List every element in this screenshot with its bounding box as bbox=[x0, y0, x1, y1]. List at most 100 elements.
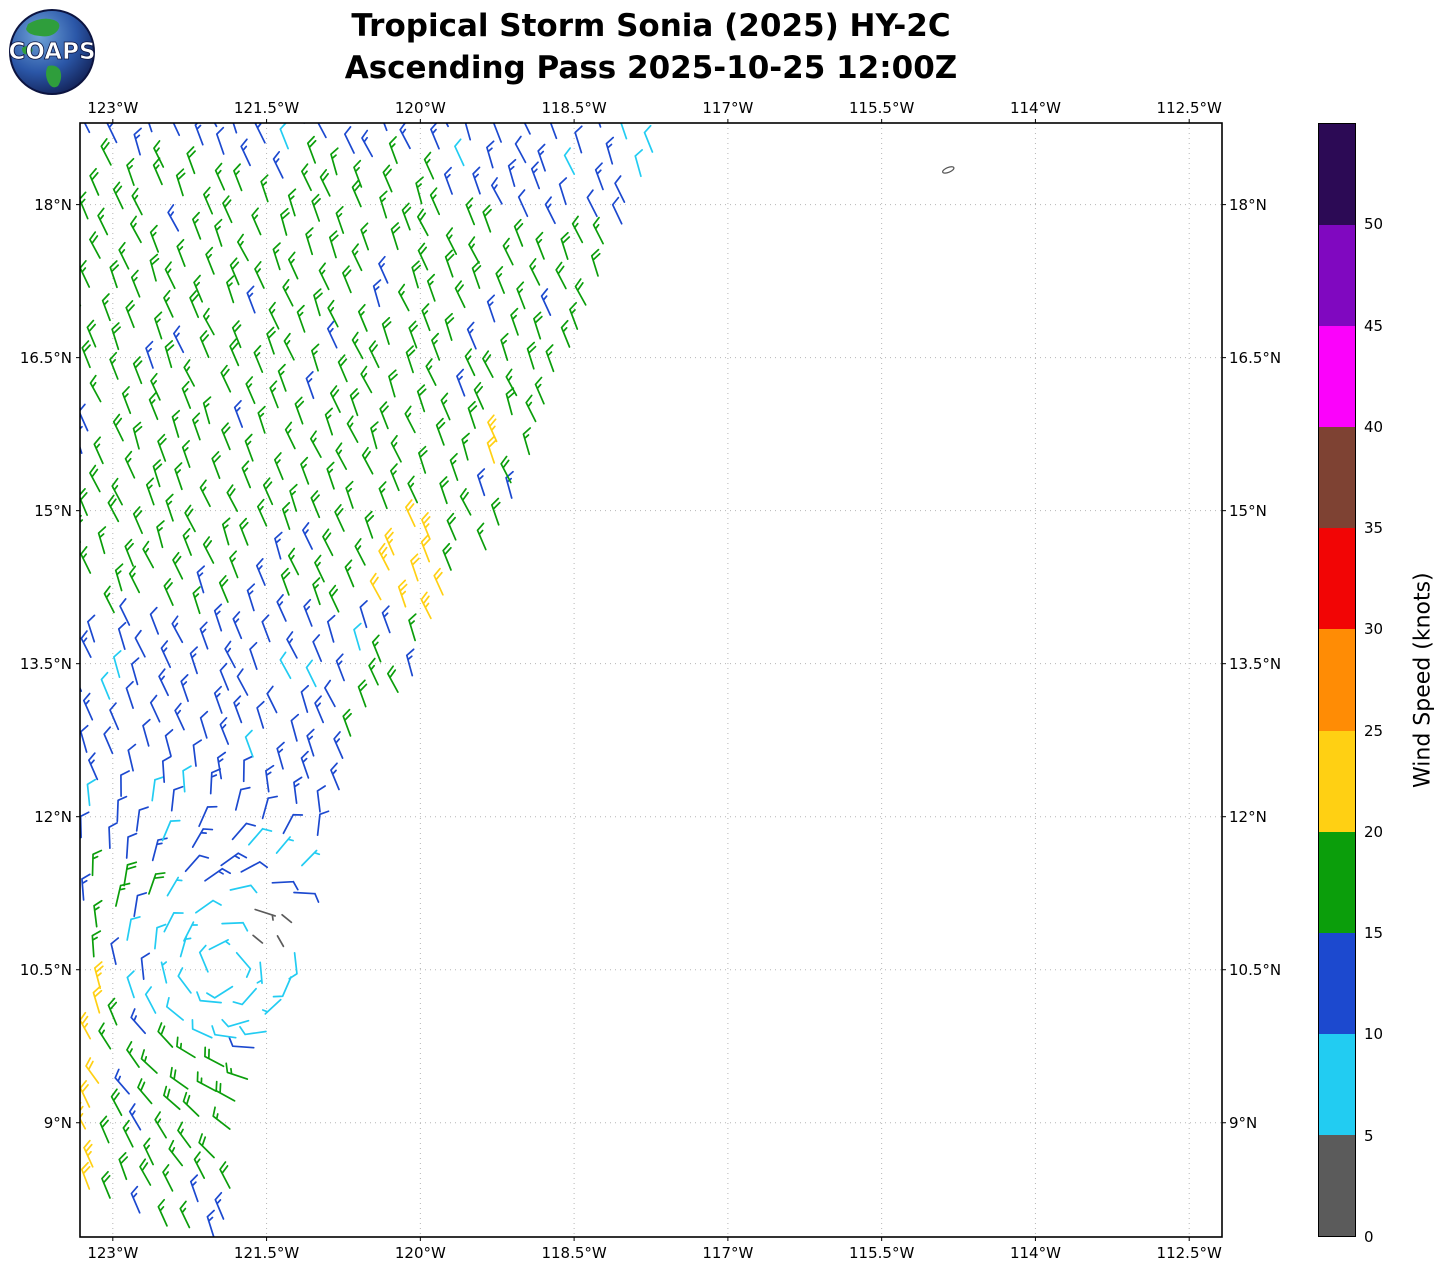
wind-barb bbox=[311, 343, 320, 372]
wind-barb bbox=[529, 258, 541, 286]
wind-barb bbox=[152, 459, 163, 488]
wind-barb bbox=[80, 1011, 92, 1040]
wind-barb bbox=[156, 520, 165, 549]
wind-barb bbox=[275, 836, 294, 854]
y-tick-label-right: 9°N bbox=[1229, 1113, 1258, 1132]
wind-barb bbox=[157, 433, 167, 462]
wind-barb bbox=[287, 188, 297, 217]
wind-barb bbox=[296, 304, 306, 333]
wind-barb bbox=[466, 321, 477, 350]
wind-barb bbox=[368, 340, 380, 369]
wind-barb bbox=[254, 908, 277, 921]
y-tick-label-left: 18°N bbox=[34, 195, 72, 214]
wind-barb bbox=[378, 481, 388, 510]
wind-barb bbox=[370, 421, 379, 450]
wind-barb bbox=[310, 490, 321, 519]
wind-barb bbox=[211, 1025, 237, 1039]
wind-barb bbox=[116, 795, 128, 823]
wind-barb bbox=[253, 345, 264, 373]
y-tick-label-left: 13.5°N bbox=[19, 654, 72, 673]
wind-barb bbox=[379, 401, 389, 430]
wind-barb bbox=[351, 331, 364, 360]
wind-barb bbox=[183, 921, 199, 942]
wind-barb bbox=[456, 368, 466, 397]
wind-barb bbox=[98, 1022, 112, 1050]
wind-barb bbox=[106, 123, 118, 144]
wind-barb bbox=[330, 147, 339, 176]
wind-barb bbox=[463, 123, 473, 141]
wind-barb bbox=[111, 322, 121, 351]
wind-barb bbox=[203, 186, 214, 215]
wind-barb bbox=[240, 861, 269, 873]
wind-barb bbox=[80, 811, 90, 839]
wind-barb bbox=[126, 1041, 140, 1068]
colorbar-segment bbox=[1319, 932, 1355, 1034]
wind-barb bbox=[314, 695, 325, 724]
wind-barb bbox=[454, 138, 465, 167]
y-tick-label-right: 16.5°N bbox=[1229, 348, 1282, 367]
wind-barb bbox=[125, 680, 134, 709]
wind-barb bbox=[140, 1049, 158, 1074]
wind-barb bbox=[214, 162, 226, 191]
wind-barb bbox=[209, 768, 222, 795]
wind-barb bbox=[142, 540, 155, 569]
wind-barb bbox=[81, 340, 91, 369]
wind-barb bbox=[69, 744, 84, 770]
wind-barb bbox=[199, 479, 211, 508]
wind-barb bbox=[279, 123, 289, 150]
wind-barb bbox=[149, 606, 160, 635]
x-tick-label-top: 114°W bbox=[1009, 99, 1061, 117]
wind-barb bbox=[360, 365, 373, 394]
wind-barb bbox=[132, 421, 143, 450]
wind-barb bbox=[444, 312, 455, 341]
wind-barb bbox=[492, 123, 502, 143]
wind-barb bbox=[335, 205, 345, 234]
wind-barb bbox=[65, 919, 77, 945]
wind-barb bbox=[459, 488, 472, 516]
wind-barb bbox=[93, 899, 103, 928]
wind-barb bbox=[482, 350, 494, 378]
wind-barb bbox=[256, 498, 268, 527]
wind-barb bbox=[109, 260, 120, 289]
wind-barb bbox=[133, 892, 148, 918]
wind-barb bbox=[229, 257, 240, 286]
wind-barb bbox=[257, 405, 266, 434]
wind-barb bbox=[476, 468, 486, 497]
wind-barb bbox=[184, 854, 210, 873]
wind-barb bbox=[198, 805, 218, 828]
wind-barb bbox=[342, 265, 352, 294]
wind-barb bbox=[309, 430, 322, 458]
wind-barb bbox=[112, 181, 124, 210]
wind-barb bbox=[261, 614, 271, 643]
wind-barb bbox=[128, 565, 141, 594]
x-tick-label-top: 115.5°W bbox=[849, 99, 915, 117]
wind-barb bbox=[476, 522, 487, 551]
wind-barb bbox=[220, 852, 248, 867]
wind-barb bbox=[208, 939, 231, 951]
wind-barb bbox=[167, 204, 180, 232]
wind-barb bbox=[80, 514, 84, 543]
wind-barb bbox=[468, 236, 480, 264]
wind-barb bbox=[130, 215, 142, 244]
colorbar-tick-label: 20 bbox=[1364, 822, 1384, 841]
wind-barb bbox=[192, 586, 201, 615]
wind-barb bbox=[560, 319, 571, 348]
wind-barb bbox=[168, 1139, 184, 1167]
wind-barb bbox=[109, 351, 119, 380]
colorbar-segment bbox=[1319, 528, 1355, 630]
wind-barb bbox=[273, 452, 284, 481]
colorbar-segment bbox=[1319, 1033, 1355, 1135]
wind-barb bbox=[192, 739, 202, 767]
wind-barb bbox=[337, 354, 348, 383]
wind-barb bbox=[265, 764, 275, 793]
wind-barb bbox=[89, 374, 102, 403]
wind-barb bbox=[282, 278, 294, 307]
wind-barb bbox=[186, 146, 196, 175]
wind-barb bbox=[361, 129, 374, 158]
wind-barb bbox=[179, 1200, 191, 1229]
y-tick-label-left: 10.5°N bbox=[19, 960, 72, 979]
wind-barb bbox=[280, 567, 291, 596]
wind-barb bbox=[100, 671, 111, 700]
wind-barb bbox=[329, 385, 341, 413]
wind-barb bbox=[357, 679, 368, 708]
